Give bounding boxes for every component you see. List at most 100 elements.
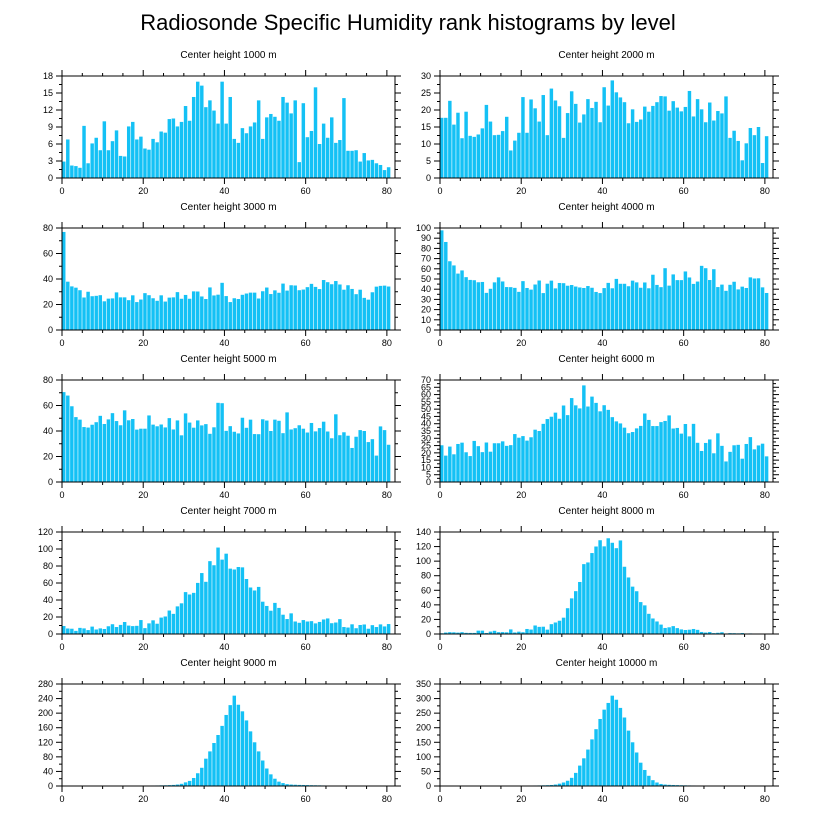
bar — [553, 622, 558, 634]
bar — [500, 281, 505, 330]
bar — [752, 278, 757, 330]
bar — [695, 442, 700, 482]
x-tick-label: 80 — [760, 642, 770, 652]
bar — [110, 624, 115, 634]
bar — [175, 606, 180, 635]
x-tick-label: 20 — [516, 490, 526, 500]
bar — [683, 424, 688, 482]
bar — [321, 421, 326, 482]
bar — [699, 265, 704, 330]
bar — [74, 417, 78, 482]
bar — [618, 707, 623, 786]
bar — [313, 286, 318, 330]
bar — [252, 590, 257, 634]
bar — [533, 625, 537, 634]
bar — [476, 282, 481, 330]
bar — [66, 395, 70, 482]
chart-panel-6: Center height 6000 m0 20 40 60 8005101520253… — [421, 354, 779, 500]
bar — [358, 161, 362, 178]
bar — [663, 784, 667, 786]
bar — [480, 630, 485, 634]
bar — [228, 302, 232, 330]
bar — [289, 429, 293, 482]
bar — [252, 292, 257, 330]
bar — [216, 123, 220, 178]
bar — [175, 126, 180, 178]
bar — [362, 431, 366, 482]
bar — [545, 135, 550, 178]
bar — [606, 105, 610, 178]
bar — [126, 625, 131, 634]
y-tick-label: 100 — [416, 556, 431, 566]
bar — [500, 632, 505, 634]
bar — [200, 767, 204, 786]
bar — [594, 402, 598, 482]
bar — [196, 773, 200, 786]
bar — [220, 282, 224, 330]
bar — [330, 117, 334, 178]
x-tick-label: 20 — [516, 186, 526, 196]
chart-title: Center height 8000 m — [558, 506, 654, 517]
bar — [135, 429, 139, 482]
x-tick-label: 0 — [59, 490, 64, 500]
bar — [321, 123, 326, 178]
x-tick-label: 80 — [382, 642, 392, 652]
bar — [248, 731, 253, 786]
bar — [273, 602, 277, 634]
bar — [736, 289, 740, 330]
bar — [671, 784, 675, 786]
y-tick-label: 120 — [38, 527, 53, 537]
bar — [200, 296, 204, 330]
bar — [110, 298, 115, 330]
y-tick-label: 280 — [38, 679, 53, 689]
chart-title: Center height 7000 m — [180, 506, 276, 517]
bar — [305, 621, 310, 634]
bar — [386, 167, 391, 178]
bar — [159, 295, 163, 330]
bar — [582, 287, 586, 330]
bar — [468, 279, 472, 330]
bar — [610, 417, 615, 482]
y-tick-label: 70 — [421, 375, 431, 385]
bar — [545, 283, 550, 330]
bar — [521, 281, 525, 330]
y-tick-label: 3 — [48, 156, 53, 166]
bar — [557, 282, 562, 330]
bar — [484, 632, 489, 634]
x-tick-label: 40 — [597, 186, 607, 196]
bar — [651, 274, 655, 330]
y-tick-label: 10 — [421, 462, 431, 472]
bar — [309, 422, 314, 482]
bar — [171, 297, 176, 330]
bar — [659, 96, 663, 178]
bar — [663, 96, 667, 178]
bar — [143, 293, 147, 330]
bar — [82, 297, 86, 330]
bar — [179, 603, 184, 634]
x-tick-label: 0 — [437, 794, 442, 804]
bar — [167, 297, 172, 330]
bar — [488, 631, 493, 634]
y-tick-label: 60 — [43, 401, 53, 411]
bar — [256, 586, 261, 634]
bar — [281, 783, 285, 786]
bar — [354, 436, 358, 482]
bar — [578, 581, 582, 634]
bar — [382, 170, 387, 178]
bar — [752, 135, 757, 178]
bar — [634, 282, 639, 330]
bar — [708, 280, 712, 330]
bar — [586, 562, 590, 634]
bar — [553, 784, 558, 786]
bar — [740, 286, 744, 330]
bar — [338, 619, 342, 635]
y-tick-label: 20 — [43, 300, 53, 310]
bar — [86, 163, 90, 178]
bar — [78, 167, 82, 178]
bar — [529, 437, 533, 482]
bar — [569, 285, 574, 330]
bar — [667, 415, 671, 482]
x-tick-label: 60 — [301, 490, 311, 500]
bar — [122, 622, 127, 634]
bar — [354, 628, 358, 634]
